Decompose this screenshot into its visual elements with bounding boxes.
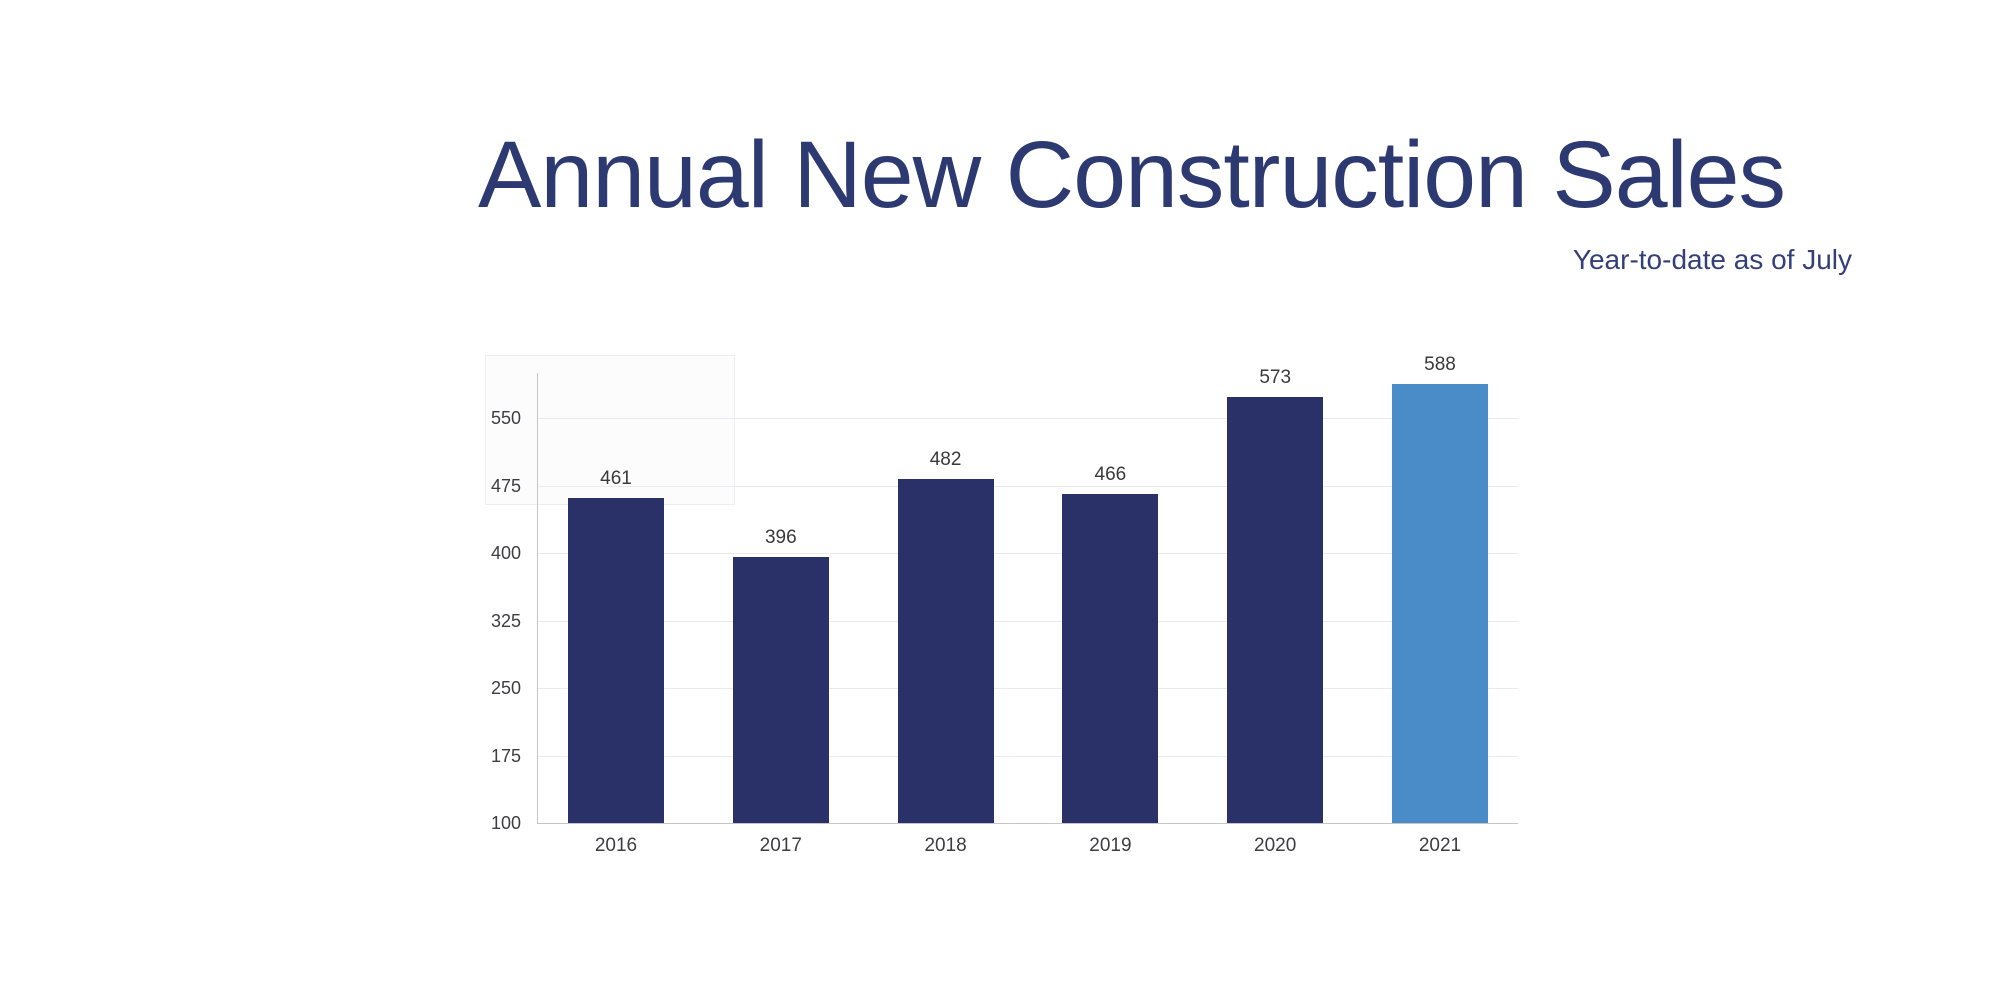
x-axis-label-2021: 2021 bbox=[1418, 835, 1462, 856]
bar-value-label-2016: 461 bbox=[600, 468, 632, 490]
y-tick-label-100: 100 bbox=[490, 813, 521, 833]
y-axis-line bbox=[537, 373, 538, 823]
x-axis-label-2017: 2017 bbox=[759, 835, 802, 856]
bar-2016 bbox=[568, 498, 664, 823]
plot-backdrop bbox=[485, 355, 735, 505]
y-tick-label-475: 475 bbox=[490, 475, 521, 496]
bar-value-label-2018: 482 bbox=[929, 449, 962, 471]
bar-value-label-2019: 466 bbox=[1094, 463, 1127, 485]
gridline-250 bbox=[537, 688, 1518, 689]
bar-2017 bbox=[732, 556, 829, 823]
bar-value-label-2017: 396 bbox=[764, 526, 797, 548]
y-tick-label-325: 325 bbox=[490, 610, 521, 631]
x-axis-label-2016: 2016 bbox=[594, 835, 638, 856]
x-axis-label-2019: 2019 bbox=[1089, 835, 1132, 856]
gridline-400 bbox=[537, 553, 1518, 554]
gridline-175 bbox=[537, 755, 1518, 757]
bar-2019 bbox=[1062, 493, 1159, 823]
gridline-325 bbox=[537, 620, 1518, 622]
bar-value-label-2021: 588 bbox=[1424, 353, 1456, 375]
x-axis-line bbox=[537, 823, 1518, 824]
y-tick-label-550: 550 bbox=[490, 408, 521, 428]
y-tick-label-250: 250 bbox=[490, 678, 521, 698]
bar-2020 bbox=[1227, 397, 1324, 823]
gridline-550 bbox=[537, 418, 1518, 419]
page-subtitle: Year-to-date as of July bbox=[1572, 244, 1852, 275]
bar-2021 bbox=[1392, 383, 1488, 823]
y-tick-label-400: 400 bbox=[490, 543, 521, 563]
x-axis-label-2018: 2018 bbox=[924, 835, 967, 856]
y-tick-label-175: 175 bbox=[490, 745, 521, 766]
x-axis-label-2020: 2020 bbox=[1254, 835, 1297, 856]
gridline-475 bbox=[537, 485, 1518, 487]
page-title: Annual New Construction Sales bbox=[478, 122, 1786, 228]
bar-2018 bbox=[897, 479, 994, 823]
bar-value-label-2020: 573 bbox=[1259, 367, 1292, 389]
